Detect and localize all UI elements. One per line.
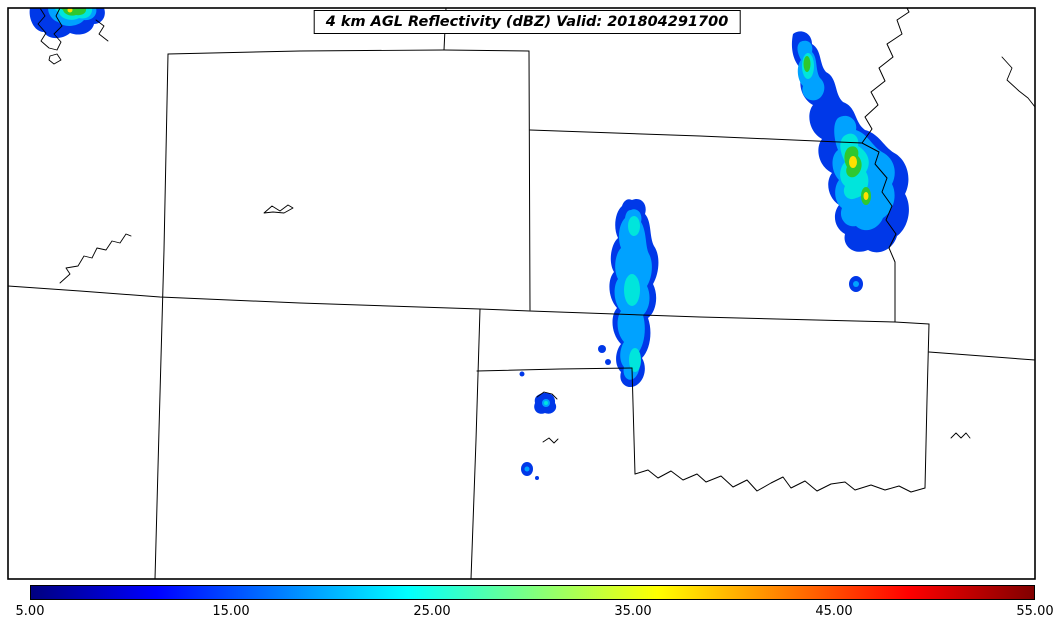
map-frame: [7, 7, 1036, 580]
border-100w-meridian: [631, 367, 636, 475]
echo-core-35dbz: [67, 8, 73, 13]
border-102w-meridian: [528, 50, 531, 311]
radar-echo-panhandle-cells: [519, 371, 557, 480]
echo-core-40dbz: [863, 192, 869, 200]
echo-speck: [535, 476, 539, 480]
river-segment-northwest: [95, 19, 109, 42]
colorbar-tick-label: 45.00: [815, 604, 853, 619]
border-40n-parallel: [529, 129, 863, 144]
echo-contour-25dbz: [629, 348, 641, 372]
small-reservoir-center-west: [263, 204, 294, 214]
border-southeast-parallel: [928, 351, 1035, 361]
river-segment-northeast: [1001, 56, 1035, 108]
echo-contour-25dbz: [544, 401, 548, 405]
colorbar-tick-label: 55.00: [1016, 604, 1054, 619]
small-lake-northwest: [48, 53, 62, 65]
border-panhandle-south: [476, 367, 633, 372]
border-41n-parallel: [167, 49, 530, 55]
border-missouri-river: [861, 8, 910, 323]
echo-speck: [519, 371, 525, 377]
echo-contour-15dbz: [853, 281, 859, 287]
water-features: [37, 8, 1035, 444]
map-content: [8, 8, 1035, 579]
echo-core-40dbz: [849, 156, 857, 168]
small-lake-east: [950, 432, 971, 439]
map-background: [8, 8, 1035, 579]
echo-contour-30dbz: [803, 56, 811, 72]
radar-echo-isolated-cell: [849, 276, 863, 292]
radar-echo-northeast-band: [791, 31, 909, 253]
colorbar-tick-label: 15.00: [212, 604, 250, 619]
state-borders: [8, 8, 1035, 579]
radar-echo-central-band: [598, 198, 659, 388]
echo-contour-30dbz: [60, 8, 87, 16]
border-west-meridian: [154, 53, 169, 579]
border-103w-meridian: [470, 308, 481, 579]
echo-speck: [605, 359, 611, 365]
colorbar-tick-label: 35.00: [614, 604, 652, 619]
colorbar: [30, 585, 1035, 600]
small-lake-panhandle: [542, 437, 559, 444]
border-red-river: [634, 469, 926, 493]
echo-contour-25dbz: [624, 274, 640, 306]
echo-contour-15dbz: [524, 466, 530, 472]
plot-title: 4 km AGL Reflectivity (dBZ) Valid: 20180…: [325, 14, 729, 30]
small-lake-panhandle-2: [536, 391, 558, 400]
echo-contour-25dbz: [628, 216, 640, 236]
colorbar-tick-label: 25.00: [413, 604, 451, 619]
colorbar-tick-label: 5.00: [15, 604, 45, 619]
plot-title-box: 4 km AGL Reflectivity (dBZ) Valid: 20180…: [313, 10, 741, 34]
lake-outline-northwest: [37, 8, 63, 51]
echo-speck: [598, 345, 606, 353]
radar-echo-northwest-cluster: [29, 8, 105, 39]
border-east-meridian: [924, 323, 930, 489]
lake-outline-west: [59, 233, 132, 284]
